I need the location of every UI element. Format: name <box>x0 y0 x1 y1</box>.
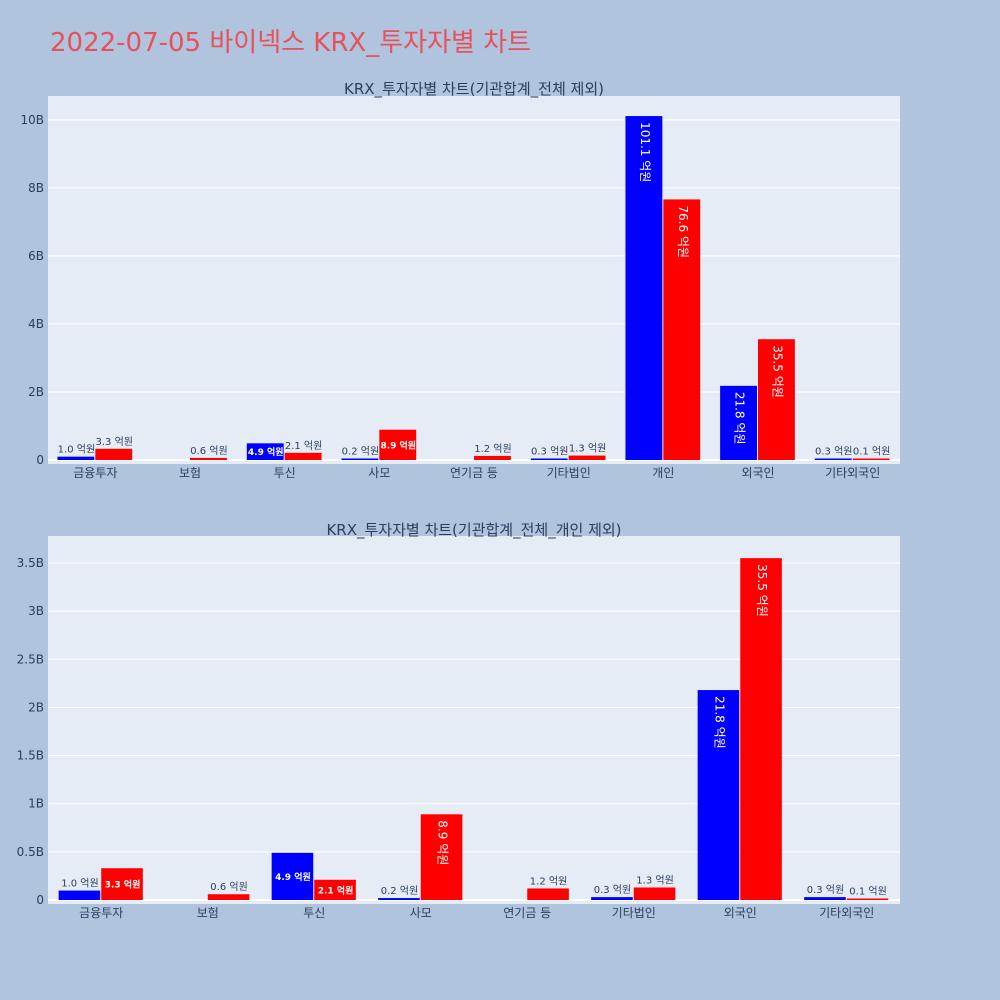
x-tick-label: 연기금 등 <box>450 466 498 480</box>
x-tick-label: 사모 <box>410 906 432 920</box>
data-label: 2.1 억원 <box>318 884 354 896</box>
data-label: 4.9 억원 <box>275 871 311 883</box>
bar <box>568 455 606 460</box>
data-label: 1.3 억원 <box>636 874 673 886</box>
y-tick-label: 10B <box>20 113 44 127</box>
chart-title: KRX_투자자별 차트(기관합계_전체 제외) <box>344 80 604 99</box>
bar <box>58 890 101 900</box>
data-label: 101.1 억원 <box>638 122 652 182</box>
bar <box>804 897 846 900</box>
y-tick-label: 6B <box>28 249 44 263</box>
chart-1: KRX_투자자별 차트(기관합계_전체 제외) 0 2B 4B 6B 8B 10B 금융투자 1… <box>20 80 900 480</box>
data-label: 3.3 억원 <box>96 436 133 448</box>
bar <box>420 814 463 900</box>
x-tick-label: 외국인 <box>724 906 757 920</box>
y-tick-label: 1B <box>28 797 44 811</box>
data-label: 21.8 억원 <box>712 696 726 749</box>
data-label: 1.0 억원 <box>61 878 98 890</box>
data-label: 0.3 억원 <box>594 884 631 896</box>
x-tick-label: 금융투자 <box>79 906 123 920</box>
data-label: 0.3 억원 <box>531 446 568 458</box>
bar <box>284 452 322 460</box>
chart-title: KRX_투자자별 차트(기관합계_전체_개인 제외) <box>326 521 621 540</box>
x-tick-label: 기타법인 <box>612 906 656 920</box>
data-label: 0.2 억원 <box>342 446 379 458</box>
bar <box>207 894 250 900</box>
y-tick-label: 0 <box>36 453 44 467</box>
y-tick-label: 3B <box>28 604 44 618</box>
x-tick-label: 기타외국인 <box>819 906 874 920</box>
x-tick-label: 보험 <box>179 466 201 480</box>
x-tick-label: 투신 <box>274 466 296 480</box>
data-label: 76.6 억원 <box>676 205 690 258</box>
data-label: 1.3 억원 <box>569 443 606 455</box>
data-label: 1.0 억원 <box>58 444 95 456</box>
bar <box>758 339 795 460</box>
x-tick-label: 외국인 <box>741 466 774 480</box>
bar <box>814 458 852 460</box>
y-tick-label: 2B <box>28 385 44 399</box>
bar <box>341 458 379 460</box>
bar <box>625 116 663 460</box>
bar <box>379 429 417 460</box>
x-tick-label: 사모 <box>368 466 390 480</box>
y-tick-label: 0.5B <box>17 845 44 859</box>
y-tick-label: 8B <box>28 181 44 195</box>
data-label: 35.5 억원 <box>755 564 769 617</box>
page-title: 2022-07-05 바이넥스 KRX_투자자별 차트 <box>50 28 532 58</box>
data-label: 3.3 억원 <box>105 879 141 891</box>
bar <box>633 887 676 900</box>
data-label: 0.3 억원 <box>807 884 844 896</box>
bar <box>57 456 95 460</box>
data-label: 8.9 억원 <box>436 820 450 865</box>
data-label: 2.1 억원 <box>285 440 322 452</box>
bar <box>530 458 568 460</box>
data-label: 35.5 억원 <box>770 345 784 398</box>
bar <box>740 558 782 900</box>
x-tick-label: 보험 <box>197 906 219 920</box>
bar <box>591 897 633 900</box>
bar <box>246 443 284 460</box>
chart-2: KRX_투자자별 차트(기관합계_전체_개인 제외) 0 0.5B 1B 1.5B 2B 2… <box>17 521 900 920</box>
bar <box>190 457 227 460</box>
bar <box>697 690 740 900</box>
bar <box>271 852 314 900</box>
x-tick-label: 연기금 등 <box>503 906 551 920</box>
bar <box>101 868 143 900</box>
bar <box>314 879 356 900</box>
data-label: 0.6 억원 <box>190 445 227 457</box>
data-label: 1.2 억원 <box>474 443 511 455</box>
y-tick-label: 2B <box>28 700 44 714</box>
bar <box>663 199 701 461</box>
bar <box>720 385 757 460</box>
data-label: 0.1 억원 <box>853 446 890 458</box>
bar <box>95 448 133 460</box>
y-tick-label: 4B <box>28 317 44 331</box>
x-tick-label: 개인 <box>652 466 674 480</box>
bar <box>527 888 569 900</box>
data-label: 1.2 억원 <box>530 875 567 887</box>
data-label: 0.1 억원 <box>849 886 886 898</box>
data-label: 0.2 억원 <box>381 885 418 897</box>
x-tick-label: 기타외국인 <box>825 466 880 480</box>
data-label: 8.9 억원 <box>380 439 416 451</box>
data-label: 0.6 억원 <box>210 881 247 893</box>
bar <box>852 458 890 460</box>
data-label: 21.8 억원 <box>733 392 747 445</box>
y-tick-label: 0 <box>36 893 44 907</box>
y-tick-label: 2.5B <box>17 652 44 666</box>
bar <box>846 898 889 900</box>
x-tick-label: 투신 <box>303 906 325 920</box>
bar <box>378 898 420 900</box>
x-tick-label: 기타법인 <box>547 466 591 480</box>
y-tick-label: 1.5B <box>17 749 44 763</box>
data-label: 0.3 억원 <box>815 446 852 458</box>
data-label: 4.9 억원 <box>248 446 284 458</box>
bar <box>474 455 511 460</box>
x-tick-label: 금융투자 <box>73 466 117 480</box>
y-tick-label: 3.5B <box>17 556 44 570</box>
